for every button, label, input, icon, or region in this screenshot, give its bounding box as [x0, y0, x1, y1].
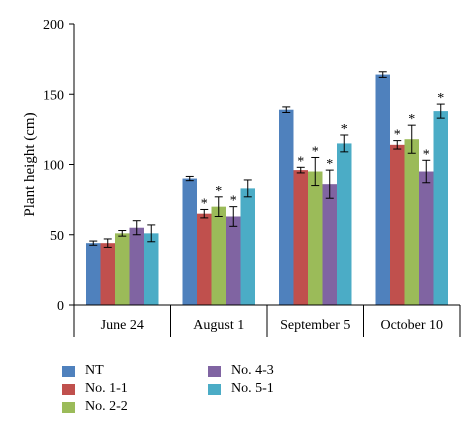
x-tick-label: June 24	[101, 318, 144, 333]
legend-item: No. 5-1	[208, 380, 274, 398]
bar	[129, 227, 144, 305]
significance-marker: *	[423, 147, 430, 162]
bar	[390, 144, 405, 305]
bar	[279, 109, 294, 305]
legend-item: No. 2-2	[62, 398, 128, 416]
bar-chart: Plant height (cm) 0 50 100 150 200 June 24 * * * A…	[22, 18, 461, 337]
legend-label: No. 5-1	[231, 381, 274, 396]
bar	[182, 178, 197, 305]
legend-label: No. 4-3	[231, 363, 274, 378]
legend-label: No. 2-2	[85, 399, 128, 414]
bar	[100, 243, 115, 305]
y-tick-label: 150	[43, 88, 64, 103]
legend-swatch	[208, 365, 221, 377]
bar	[226, 216, 241, 305]
significance-marker: *	[408, 112, 415, 127]
bar	[211, 206, 226, 305]
legend-swatch	[62, 383, 75, 395]
significance-marker: *	[394, 128, 401, 143]
bar	[322, 184, 337, 305]
bar	[86, 243, 101, 305]
bar	[419, 171, 434, 305]
bar	[240, 188, 255, 305]
y-axis-label: Plant height (cm)	[22, 112, 38, 216]
legend-swatch	[208, 383, 221, 395]
bar	[337, 143, 352, 305]
y-tick-label: 0	[57, 299, 64, 314]
bar	[433, 111, 448, 305]
significance-marker: *	[341, 122, 348, 137]
legend-item: NT	[62, 362, 104, 380]
legend-label: NT	[85, 363, 104, 378]
bar	[115, 233, 130, 305]
x-tick-label: August 1	[193, 318, 244, 333]
y-tick-label: 50	[50, 229, 64, 244]
significance-marker: *	[312, 144, 319, 159]
y-tick-label: 100	[43, 159, 64, 174]
significance-marker: *	[201, 196, 208, 211]
significance-marker: *	[215, 184, 222, 199]
bar	[144, 233, 159, 305]
bar	[375, 74, 390, 305]
bar	[293, 170, 308, 305]
significance-marker: *	[326, 157, 333, 172]
significance-marker: *	[230, 194, 237, 209]
legend-swatch	[62, 401, 75, 413]
legend-label: No. 1-1	[85, 381, 128, 396]
x-tick-label: September 5	[280, 318, 350, 333]
bar	[404, 139, 419, 305]
significance-marker: *	[437, 91, 444, 106]
y-tick-label: 200	[43, 18, 64, 33]
bar	[308, 171, 323, 305]
bar	[197, 213, 212, 305]
significance-marker: *	[297, 154, 304, 169]
legend-item: No. 1-1	[62, 380, 128, 398]
legend: NT No. 1-1 No. 2-2 No. 4-3 No. 5-1	[62, 362, 362, 432]
legend-swatch	[62, 365, 75, 377]
legend-item: No. 4-3	[208, 362, 274, 380]
x-tick-label: October 10	[380, 318, 443, 333]
